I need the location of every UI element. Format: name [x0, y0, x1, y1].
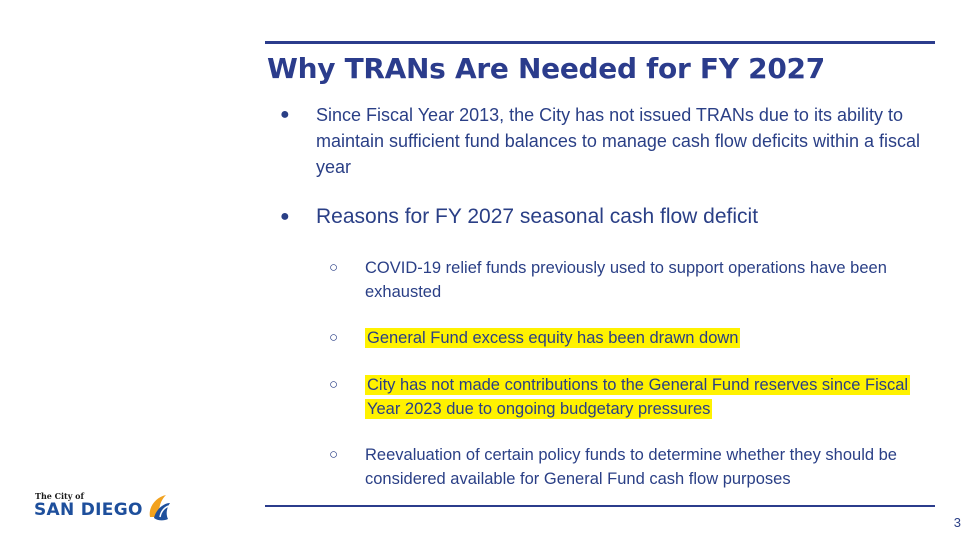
sub-bullet-text: General Fund excess equity has been draw… — [365, 326, 935, 350]
bullet-text: Since Fiscal Year 2013, the City has not… — [316, 105, 920, 177]
sub-bullet-text: Reevaluation of certain policy funds to … — [365, 446, 897, 488]
sun-wave-icon — [149, 495, 170, 521]
logo-small-text: The City of — [35, 491, 84, 501]
slide-title: Why TRANs Are Needed for FY 2027 — [267, 52, 825, 85]
page-number: 3 — [953, 515, 961, 530]
top-divider — [265, 41, 935, 44]
highlighted-text: General Fund excess equity has been draw… — [365, 328, 741, 348]
sub-bullet-circle-icon: ○ — [329, 446, 339, 463]
bullet-dot-icon: ● — [280, 208, 290, 225]
logo-main-text: SAN DIEGO — [34, 500, 143, 520]
city-of-san-diego-logo: The City of SAN DIEGO — [34, 491, 170, 525]
sub-bullet-text: COVID-19 relief funds previously used to… — [365, 259, 887, 301]
sub-bullet-text: City has not made contributions to the G… — [365, 373, 935, 421]
sub-bullet-circle-icon: ○ — [329, 259, 339, 276]
bottom-divider — [265, 505, 935, 507]
bullet-dot-icon: ● — [280, 106, 290, 123]
highlighted-text: City has not made contributions to the G… — [365, 375, 911, 419]
sub-bullet-circle-icon: ○ — [329, 376, 339, 393]
bullet-text: Reasons for FY 2027 seasonal cash flow d… — [316, 205, 759, 228]
sub-bullet-circle-icon: ○ — [329, 329, 339, 346]
